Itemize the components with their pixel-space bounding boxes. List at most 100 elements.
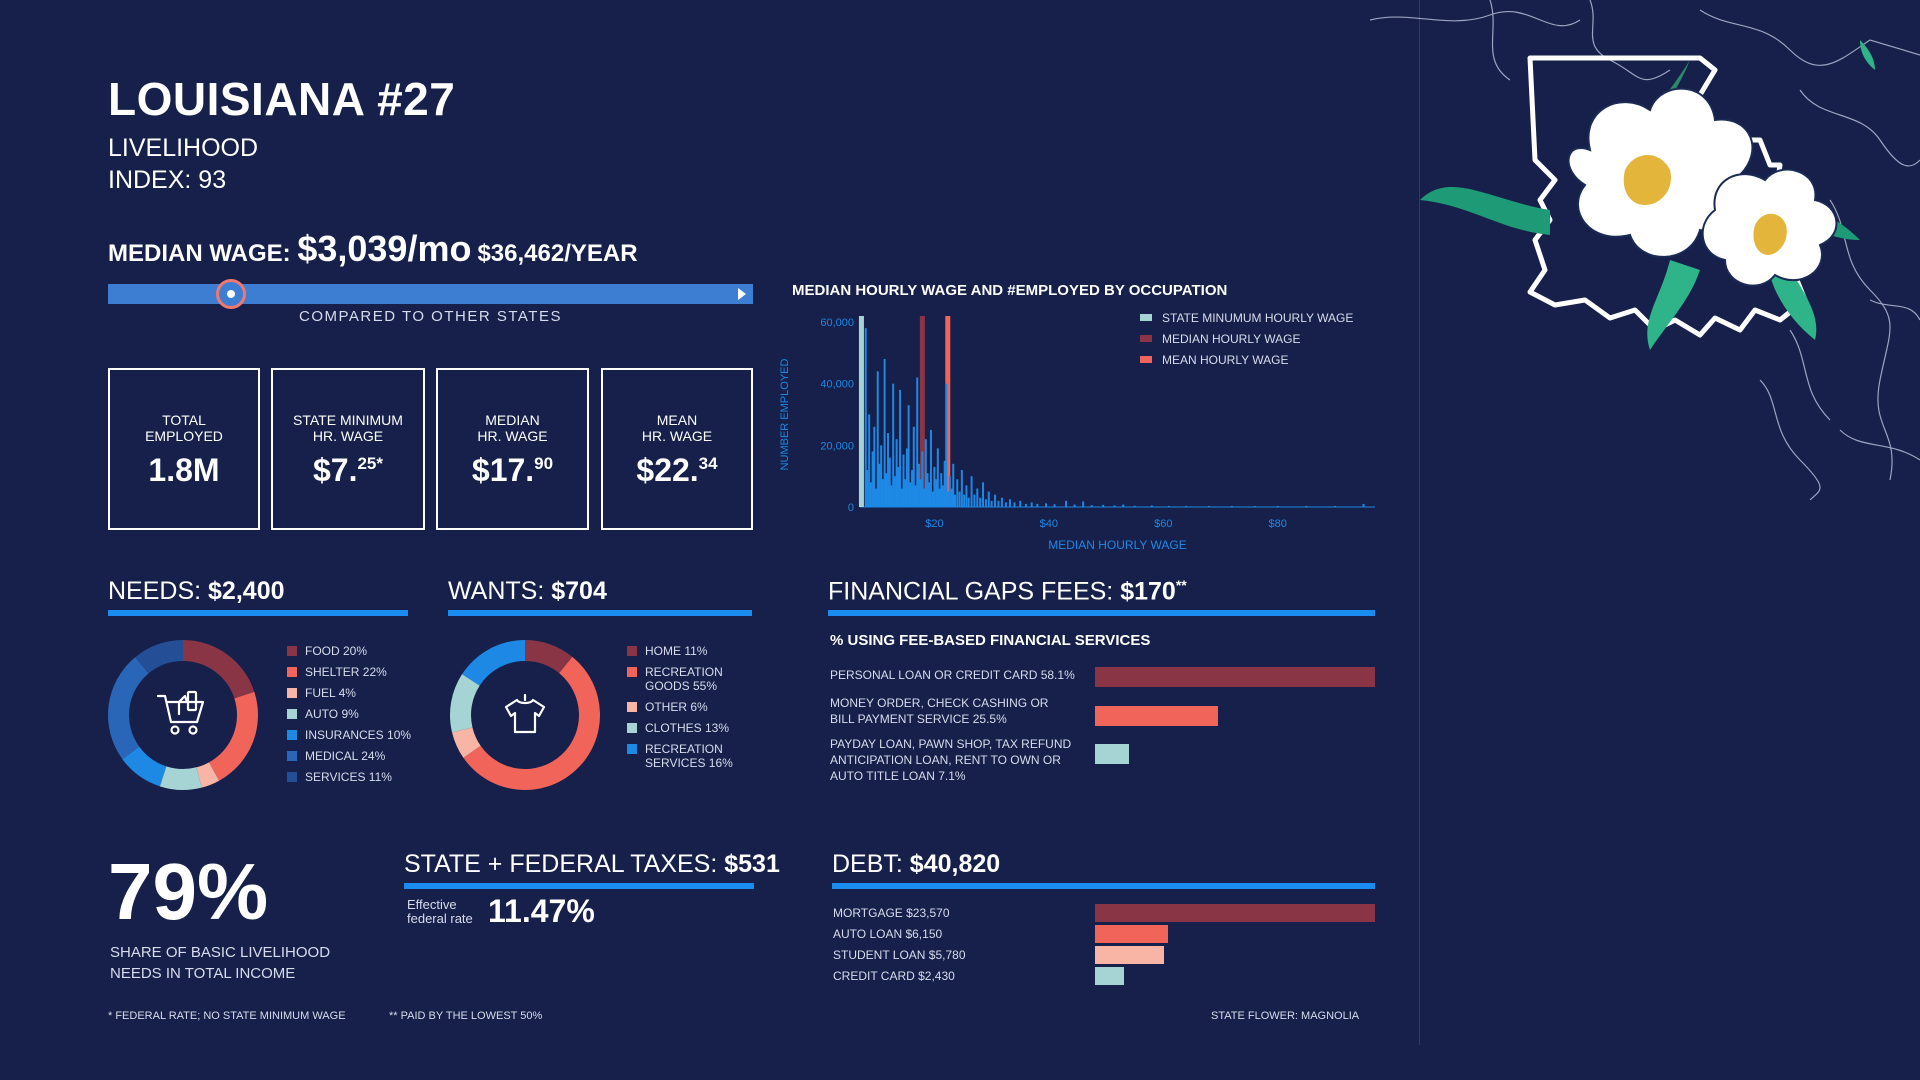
histogram-bar (938, 488, 941, 507)
histogram-bar (1044, 503, 1047, 507)
histogram-bar (880, 445, 883, 507)
histogram-bar (982, 482, 985, 507)
legend-swatch (287, 772, 297, 782)
histogram-bar (935, 479, 938, 507)
histogram-bar (893, 476, 896, 507)
fee-row-label-2: MONEY ORDER, CHECK CASHING OR BILL PAYMEN… (830, 695, 1048, 727)
histogram-bar (912, 426, 915, 507)
histogram-bar (1168, 506, 1170, 507)
shirt-icon (504, 693, 546, 734)
y-tick-label: 40,000 (820, 379, 854, 391)
x-tick-label: $20 (925, 518, 943, 530)
median-wage-heading: MEDIAN WAGE: $3,039/mo $36,462/YEAR (108, 228, 638, 270)
x-tick-label: $40 (1040, 518, 1058, 530)
histogram-bar (1362, 503, 1365, 507)
histogram-bar (965, 485, 968, 507)
histogram-bar (976, 488, 979, 507)
histogram-bar (973, 494, 976, 507)
fee-row-label-1: PERSONAL LOAN OR CREDIT CARD 58.1% (830, 667, 1075, 683)
histogram-bar (1024, 503, 1027, 507)
histogram-bar (890, 485, 893, 507)
stat-label-line-2: HR. WAGE (641, 428, 713, 444)
histogram-bar (1036, 503, 1039, 507)
wage-employment-chart: 0 20,000 40,000 60,000 $20 $40 $60 $80 MEDIAN HO… (779, 311, 1375, 552)
taxes-underline (404, 883, 754, 889)
histogram-bar (994, 494, 997, 507)
legend-label: FUEL 4% (305, 686, 356, 700)
debt-row-label-credit-card: CREDIT CARD $2,430 (833, 969, 955, 983)
y-tick-label: 20,000 (820, 440, 854, 452)
donut-slice (462, 640, 525, 686)
histogram-bar (933, 466, 936, 507)
histogram-bar (919, 479, 922, 507)
taxes-label: STATE + FEDERAL TAXES: (404, 850, 725, 878)
legend-swatch (287, 646, 297, 656)
donut-slice (452, 727, 481, 758)
wage-chart-title: MEDIAN HOURLY WAGE AND #EMPLOYED BY OCCU… (792, 282, 1228, 299)
stat-box-total-employed: TOTAL EMPLOYED 1.8M (108, 368, 260, 530)
state-comparison-bar (108, 284, 753, 304)
histogram-bar (1150, 505, 1153, 507)
legend-item-clothes: CLOTHES 13% (627, 721, 733, 735)
legend-label: SHELTER 22% (305, 665, 387, 679)
histogram-bar (931, 491, 934, 507)
histogram-bar (1208, 506, 1211, 507)
legend-label: CLOTHES 13% (645, 721, 730, 735)
x-tick-label: $80 (1269, 518, 1287, 530)
page-subtitle: LIVELIHOOD INDEX: 93 (108, 132, 258, 196)
needs-donut-chart (108, 640, 258, 790)
legend-label: OTHER 6% (645, 700, 708, 714)
share-value: 79% (108, 847, 269, 936)
histogram-bar (916, 377, 919, 507)
stat-box-median-wage: MEDIAN HR. WAGE $17.90 (436, 368, 589, 530)
histogram-bar (871, 451, 874, 507)
bar (1095, 946, 1164, 964)
histogram-bar (928, 482, 931, 507)
fee-label-line-2: ANTICIPATION LOAN, RENT TO OWN OR (830, 753, 1061, 767)
histogram-bar (984, 499, 987, 507)
stat-value-sup: 34 (698, 454, 718, 473)
histogram-bar (943, 460, 946, 507)
fees-underline (828, 610, 1375, 616)
stat-label-line-2: HR. WAGE (312, 428, 384, 444)
histogram-bar (960, 470, 963, 507)
histogram-bar (1000, 497, 1003, 507)
histogram-bar (897, 466, 900, 507)
histogram-bar (883, 359, 886, 507)
eff-label-line-2: federal rate (407, 911, 473, 926)
donut-slice (209, 691, 258, 781)
legend-label: AUTO 9% (305, 707, 359, 721)
debt-row-label-auto: AUTO LOAN $6,150 (833, 927, 943, 941)
histogram-bar (1102, 504, 1105, 507)
histogram-bar (1073, 504, 1076, 507)
legend-swatch (627, 646, 637, 656)
legend-item-food: FOOD 20% (287, 644, 411, 658)
histogram-bar (1065, 500, 1067, 507)
histogram-bar (900, 488, 903, 507)
legend-item-insurances: INSURANCES 10% (287, 728, 411, 742)
reference-line (919, 316, 925, 507)
legend-item-recreation-services: RECREATION SERVICES 16% (627, 742, 733, 770)
legend-label: RECREATION (645, 742, 723, 756)
bar (1095, 904, 1375, 922)
legend-item-shelter: SHELTER 22% (287, 665, 411, 679)
donut-slice (108, 657, 149, 760)
legend-swatch (287, 667, 297, 677)
stat-value: $17. (471, 452, 535, 488)
stat-value: $22. (636, 452, 699, 488)
histogram-bar (948, 476, 951, 507)
histogram-bar (895, 439, 898, 507)
histogram-bar (924, 439, 927, 507)
legend-item-fuel: FUEL 4% (287, 686, 411, 700)
needs-legend: FOOD 20% SHELTER 22% FUEL 4% AUTO 9% INS… (287, 644, 411, 784)
legend-swatch (287, 709, 297, 719)
histogram-bar (866, 470, 869, 507)
y-tick-label: 60,000 (820, 317, 854, 329)
histogram-bar (1185, 505, 1188, 507)
magnolia-flower-right (1701, 168, 1838, 287)
stat-label-line-2: HR. WAGE (477, 428, 548, 444)
legend-label: FOOD 20% (305, 644, 368, 658)
stat-value-sup: 25* (357, 454, 383, 473)
donut-slice (463, 656, 600, 790)
legend-swatch (1140, 314, 1152, 321)
